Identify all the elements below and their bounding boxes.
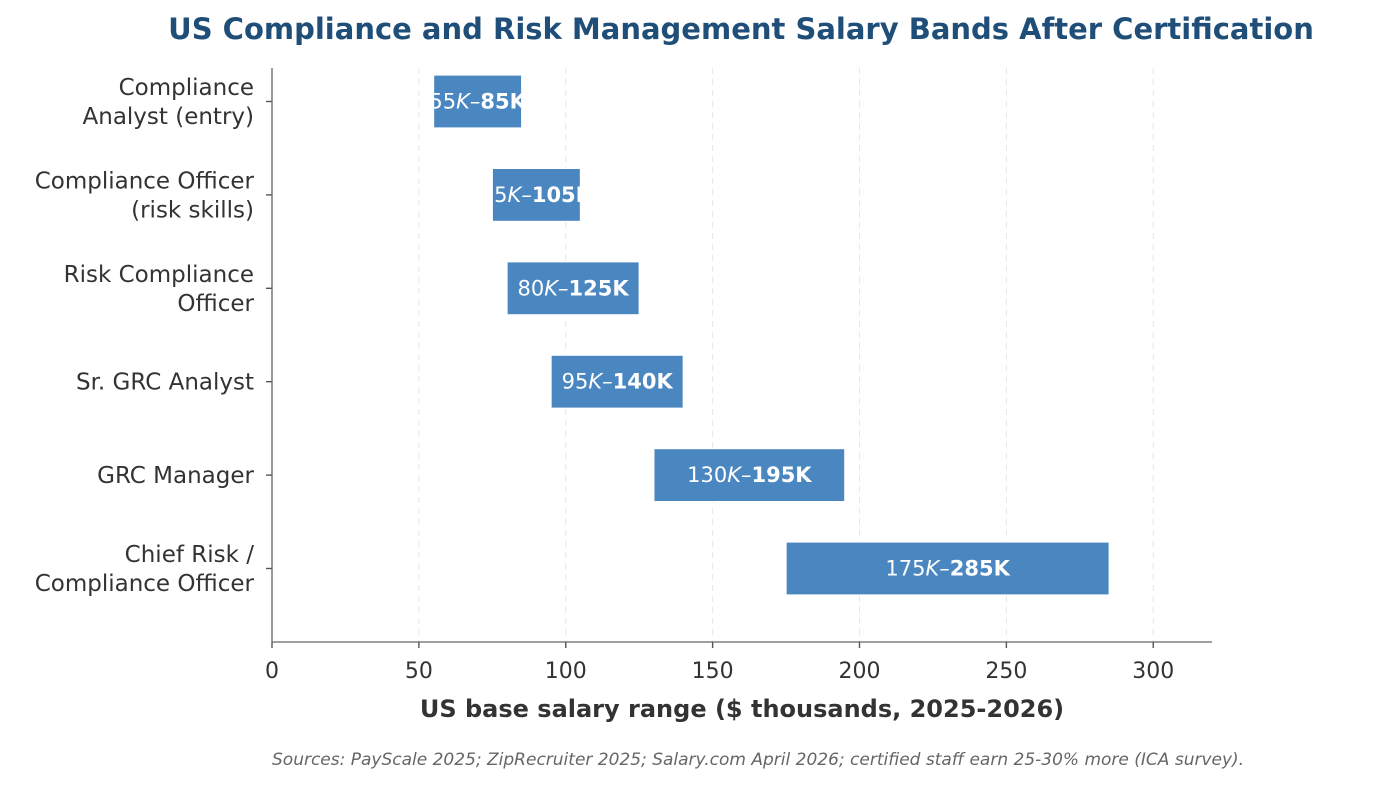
y-tick-label: Risk Compliance Officer (64, 262, 255, 317)
bar-data-label: 95K–140K (562, 370, 674, 394)
y-tick-label-line: Chief Risk / (125, 542, 255, 568)
y-tick-label: Chief Risk / Compliance Officer (35, 542, 255, 597)
bar-label-high: 285K (950, 557, 1011, 581)
y-tick-label-line: Analyst (entry) (83, 104, 254, 130)
source-note: Sources: PayScale 2025; ZipRecruiter 202… (272, 750, 1245, 770)
y-tick-label-line: Compliance Officer (35, 168, 255, 194)
y-tick-label-line: Risk Compliance (64, 262, 254, 288)
bar-label-k: K (925, 557, 941, 581)
x-tick-label: 50 (405, 659, 433, 684)
bar-label-low: 175 (885, 557, 925, 581)
bar-data-label: 55K–85K (429, 90, 526, 114)
y-tick-label: Compliance Officer (risk skills) (35, 168, 255, 223)
chart-title: US Compliance and Risk Management Salary… (168, 12, 1314, 46)
salary-range-bar (491, 167, 582, 222)
bar-label-sep: – (558, 276, 569, 300)
bar-label-high: 140K (613, 370, 674, 394)
y-tick-label-line: Sr. GRC Analyst (76, 370, 254, 396)
bar-label-low: 75 (481, 183, 508, 207)
bar-data-label: 75K–105K (481, 183, 593, 207)
x-tick-label: 300 (1132, 659, 1174, 684)
bar-label-sep: – (470, 90, 481, 114)
bars: 55K–85K75K–105K80K–125K95K–140K130K–195K… (429, 74, 1110, 596)
y-tick-label: GRC Manager (97, 463, 254, 489)
bar-label-low: 55 (429, 90, 456, 114)
bar-label-k: K (456, 90, 472, 114)
bar-label-low: 130 (687, 463, 727, 487)
bar-label-sep: – (602, 370, 613, 394)
bar-data-label: 175K–285K (885, 557, 1010, 581)
bar-label-k: K (727, 463, 743, 487)
x-tick-label: 100 (545, 659, 587, 684)
bar-label-high: 125K (569, 276, 630, 300)
x-tick-labels: 0 50 100 150 200 250 300 (265, 659, 1174, 684)
bar-data-label: 80K–125K (518, 276, 630, 300)
bar-label-high: 105K (532, 183, 593, 207)
y-tick-label-line: Compliance (119, 75, 254, 101)
x-axis-label: US base salary range ($ thousands, 2025-… (420, 695, 1064, 723)
bar-label-low: 80 (518, 276, 545, 300)
salary-range-bar (506, 261, 640, 316)
salary-range-bar (653, 448, 846, 503)
x-tick-label: 250 (985, 659, 1027, 684)
y-tick-label-line: Compliance Officer (35, 571, 255, 597)
bar-label-low: 95 (562, 370, 589, 394)
bar-label-k: K (588, 370, 604, 394)
y-tick-label: Compliance Analyst (entry) (83, 75, 254, 130)
bar-label-sep: – (521, 183, 532, 207)
salary-range-bar (432, 74, 523, 129)
x-tick-label: 0 (265, 659, 279, 684)
bar-label-sep: – (741, 463, 752, 487)
salary-range-bar (550, 354, 684, 409)
bar-label-high: 85K (480, 90, 526, 114)
x-tick-label: 200 (839, 659, 881, 684)
bar-label-high: 195K (751, 463, 812, 487)
y-tick-label: Sr. GRC Analyst (76, 370, 254, 396)
x-tick-label: 150 (692, 659, 734, 684)
y-tick-labels: Compliance Analyst (entry) Compliance Offi… (35, 75, 255, 597)
axes (266, 68, 1212, 648)
bar-label-sep: – (939, 557, 950, 581)
y-tick-label-line: Officer (177, 291, 254, 317)
y-tick-label-line: GRC Manager (97, 463, 254, 489)
bar-data-label: 130K–195K (687, 463, 812, 487)
bar-label-k: K (508, 183, 524, 207)
salary-range-bar (785, 541, 1110, 596)
y-tick-label-line: (risk skills) (131, 197, 254, 223)
bar-label-k: K (544, 276, 560, 300)
